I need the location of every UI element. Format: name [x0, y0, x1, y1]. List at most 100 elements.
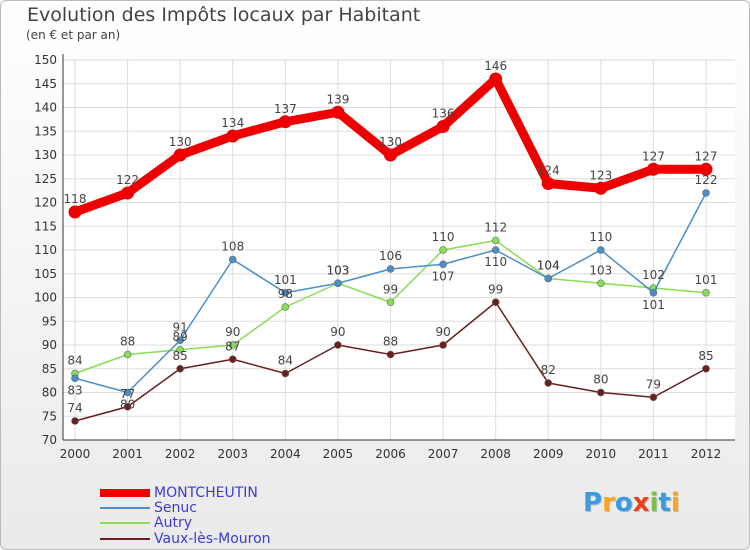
- logo-letter: i: [649, 488, 659, 518]
- legend-swatch: [100, 522, 150, 524]
- chart-title: Evolution des Impôts locaux par Habitant: [27, 4, 421, 26]
- data-point: [331, 105, 345, 119]
- data-label: 101: [695, 273, 718, 287]
- data-point: [278, 115, 292, 129]
- data-label: 130: [169, 135, 192, 149]
- data-point: [491, 298, 500, 307]
- y-tick-label: 75: [42, 409, 57, 423]
- data-label: 110: [484, 255, 507, 269]
- y-tick-label: 125: [34, 172, 57, 186]
- data-label: 85: [173, 349, 188, 363]
- data-label: 91: [173, 320, 188, 334]
- x-tick-label: 2007: [428, 447, 459, 461]
- data-point: [386, 298, 395, 307]
- data-label: 104: [537, 259, 560, 273]
- legend-item-senuc: Senuc: [100, 500, 197, 516]
- data-label: 127: [642, 149, 665, 163]
- data-label: 98: [278, 287, 293, 301]
- legend-label: Vaux-lès-Mouron: [154, 531, 271, 547]
- data-point: [649, 288, 658, 297]
- y-tick-label: 95: [42, 314, 57, 328]
- data-point: [281, 369, 290, 378]
- data-label: 99: [488, 282, 503, 296]
- data-point: [702, 364, 710, 373]
- legend-item-autry: Autry: [100, 515, 192, 531]
- data-label: 89: [173, 330, 188, 344]
- data-point: [491, 236, 500, 245]
- data-point: [597, 246, 605, 254]
- data-label: 83: [67, 383, 82, 397]
- data-label: 134: [221, 116, 244, 130]
- data-label: 108: [221, 240, 244, 254]
- data-label: 122: [116, 173, 139, 187]
- data-label: 107: [432, 269, 455, 283]
- data-point: [439, 246, 447, 254]
- data-point: [541, 177, 555, 190]
- data-point: [228, 255, 237, 264]
- data-label: 88: [383, 335, 398, 349]
- data-label: 104: [537, 259, 560, 273]
- x-tick-label: 2004: [270, 447, 301, 461]
- data-label: 110: [432, 230, 455, 244]
- data-point: [384, 148, 397, 162]
- data-point: [334, 341, 342, 349]
- data-point: [489, 72, 503, 86]
- y-tick-label: 115: [34, 219, 57, 233]
- data-point: [491, 246, 500, 254]
- data-label: 88: [120, 335, 135, 349]
- data-point: [281, 303, 290, 311]
- data-point: [702, 189, 710, 197]
- data-point: [71, 417, 79, 425]
- data-label: 103: [326, 263, 349, 277]
- data-point: [123, 402, 132, 411]
- data-point: [228, 341, 237, 349]
- data-label: 85: [698, 349, 713, 363]
- data-point: [699, 162, 713, 176]
- data-label: 127: [695, 149, 718, 163]
- proxiti-logo: Proxiti: [583, 488, 680, 518]
- data-point: [386, 350, 395, 359]
- x-tick-label: 2010: [586, 447, 617, 461]
- data-point: [173, 148, 187, 162]
- data-label: 90: [435, 325, 450, 339]
- y-tick-label: 90: [42, 338, 57, 352]
- data-point: [646, 162, 660, 176]
- data-label: 136: [432, 107, 455, 121]
- x-tick-label: 2006: [375, 447, 406, 461]
- legend-swatch: [100, 507, 150, 509]
- data-point: [439, 341, 447, 349]
- y-tick-label: 100: [34, 291, 57, 305]
- data-label: 101: [274, 273, 297, 287]
- logo-letter: t: [658, 488, 671, 518]
- x-tick-label: 2009: [533, 447, 564, 461]
- data-point: [439, 260, 447, 269]
- data-label: 137: [274, 102, 297, 116]
- y-tick-label: 105: [34, 267, 57, 281]
- data-point: [702, 288, 710, 297]
- logo-letter: i: [670, 488, 680, 518]
- data-point: [597, 279, 605, 288]
- data-label: 139: [326, 92, 349, 106]
- y-tick-label: 130: [34, 148, 57, 162]
- data-label: 82: [541, 363, 556, 377]
- data-label: 90: [225, 325, 240, 339]
- data-label: 130: [379, 135, 402, 149]
- x-tick-label: 2012: [691, 447, 722, 461]
- x-tick-label: 2000: [60, 447, 91, 461]
- y-tick-label: 110: [34, 243, 57, 257]
- logo-letter: P: [583, 488, 603, 518]
- legend-label: Autry: [154, 515, 192, 531]
- y-tick-label: 140: [34, 101, 57, 115]
- data-label: 146: [484, 59, 507, 73]
- x-tick-label: 2011: [638, 447, 669, 461]
- x-tick-label: 2008: [480, 447, 511, 461]
- data-label: 103: [326, 263, 349, 277]
- data-point: [334, 279, 342, 288]
- data-point: [649, 393, 658, 402]
- data-point: [226, 129, 240, 143]
- data-point: [594, 181, 608, 195]
- legend-label: Senuc: [154, 500, 197, 516]
- y-tick-label: 120: [34, 196, 57, 210]
- data-label: 106: [379, 249, 402, 263]
- data-label: 103: [589, 263, 612, 277]
